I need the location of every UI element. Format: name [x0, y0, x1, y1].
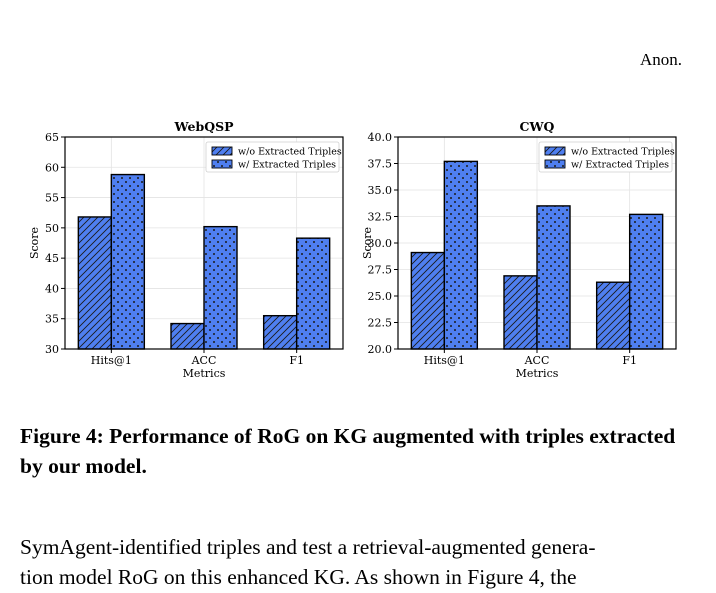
tick-label-y: 40.0	[368, 131, 393, 144]
tick-label-y: 20.0	[368, 343, 393, 356]
tick-label-y: 35	[45, 313, 59, 326]
tick-label-x: ACC	[191, 354, 217, 367]
webqsp-chart: WebQSP 30 35 40 45 50 55 60 65 Hits@1 ACC F1 Metrics…	[0, 112, 345, 387]
chart-title: WebQSP	[173, 119, 234, 134]
bar-without-acc	[503, 275, 538, 350]
legend-swatch	[211, 159, 233, 169]
bar-with-f1	[295, 237, 331, 350]
tick-label-y: 37.5	[368, 158, 393, 171]
legend-swatch	[544, 159, 566, 169]
bar-without-f1	[262, 314, 298, 350]
legend-entry: w/ Extracted Triples	[238, 160, 336, 171]
tick-label-y: 50	[45, 222, 59, 235]
bar-with-hits1	[110, 173, 146, 350]
bar-with-hits1	[443, 160, 479, 350]
chart-svg: WebQSP 30 35 40 45 50 55 60 65 Hits@1 ACC F1 Metrics…	[28, 119, 344, 380]
tick-label-x: F1	[622, 354, 637, 367]
tick-label-x: F1	[289, 354, 304, 367]
legend-entry: w/o Extracted Triples	[238, 147, 342, 158]
tick-label-y: 30.0	[368, 237, 393, 250]
x-axis-label: Metrics	[183, 367, 226, 380]
tick-label-y: 60	[45, 161, 59, 174]
tick-label-y: 25.0	[368, 290, 393, 303]
bar-with-acc	[203, 225, 238, 350]
tick-label-y: 55	[45, 192, 59, 205]
bar-with-f1	[628, 213, 664, 350]
legend: w/o Extracted Triples w/ Extracted Triple…	[205, 141, 342, 173]
tick-label-y: 35.0	[368, 184, 393, 197]
legend: w/o Extracted Triples w/ Extracted Triple…	[538, 141, 675, 173]
cwq-chart: CWQ 20.0 22.5 25.0 27.5 30.0 32.5 35.0 37.5 40.0 H…	[333, 112, 678, 387]
body-line-2: tion model RoG on this enhanced KG. As s…	[20, 565, 577, 589]
tick-label-x: Hits@1	[424, 354, 465, 367]
bar-without-f1	[595, 281, 631, 350]
tick-label-y: 30	[45, 343, 59, 356]
chart-svg: CWQ 20.0 22.5 25.0 27.5 30.0 32.5 35.0 37.5 40.0 H…	[361, 119, 677, 380]
y-axis-label: Score	[28, 227, 41, 259]
tick-label-x: ACC	[524, 354, 550, 367]
legend-entry: w/ Extracted Triples	[571, 160, 669, 171]
tick-label-y: 65	[45, 131, 59, 144]
tick-label-y: 27.5	[368, 264, 393, 277]
bar-without-hits1	[410, 251, 446, 350]
body-line-1: SymAgent-identified triples and test a r…	[20, 535, 596, 559]
bar-with-acc	[536, 205, 571, 350]
bar-without-hits1	[77, 216, 113, 350]
running-header: Anon.	[639, 50, 682, 69]
bar-without-acc	[170, 322, 205, 350]
tick-label-y: 40	[45, 282, 59, 295]
chart-title: CWQ	[520, 119, 555, 134]
figure-caption: Figure 4: Performance of RoG on KG augme…	[20, 424, 676, 478]
y-axis-label: Score	[361, 227, 374, 259]
tick-label-y: 32.5	[368, 211, 393, 224]
legend-swatch	[544, 146, 566, 156]
tick-label-x: Hits@1	[91, 354, 132, 367]
x-axis-label: Metrics	[516, 367, 559, 380]
legend-entry: w/o Extracted Triples	[571, 147, 675, 158]
tick-label-y: 45	[45, 252, 59, 265]
body-paragraph: SymAgent-identified triples and test a r…	[20, 532, 700, 592]
tick-label-y: 22.5	[368, 317, 393, 330]
legend-swatch	[211, 146, 233, 156]
